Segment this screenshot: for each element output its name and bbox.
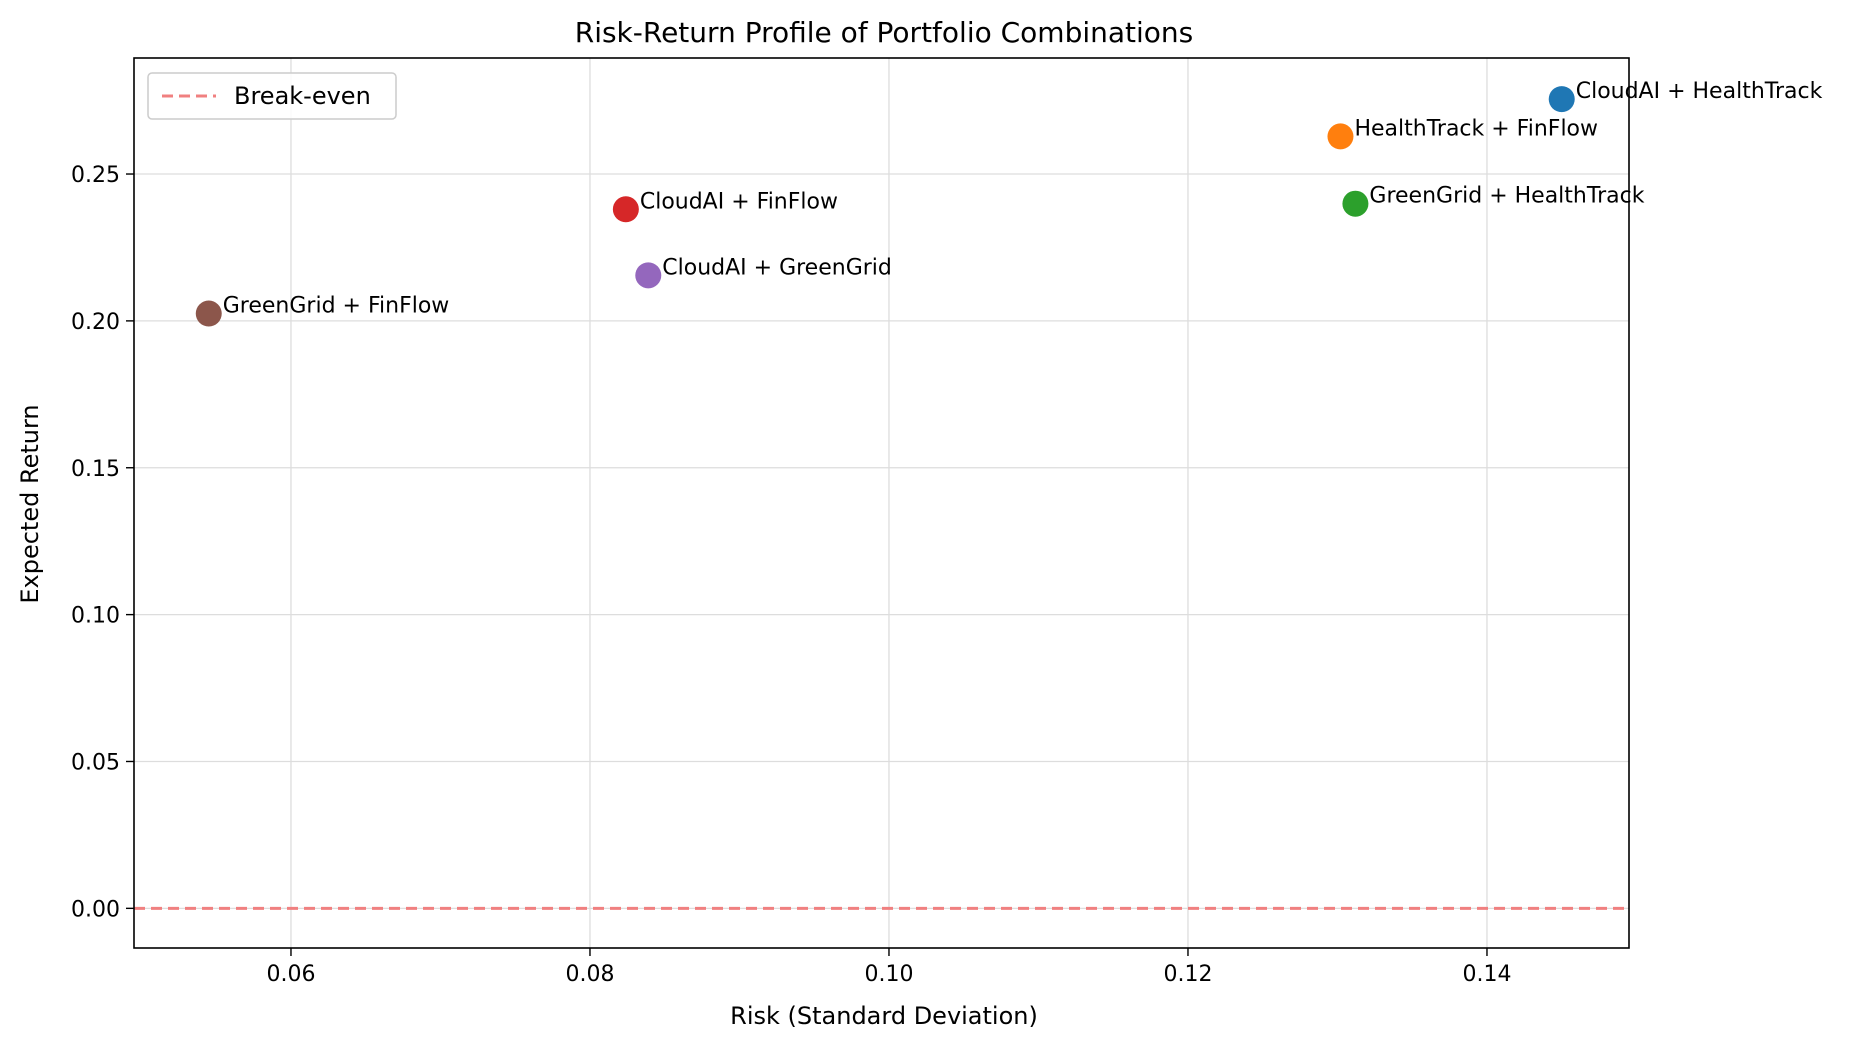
- point-label: HealthTrack + FinFlow: [1354, 116, 1598, 141]
- y-tick-label: 0.25: [71, 163, 120, 188]
- data-point: [1548, 86, 1575, 113]
- x-tick-label: 0.12: [1163, 962, 1212, 987]
- legend-break-even-label: Break-even: [234, 82, 371, 110]
- y-tick-label: 0.00: [71, 897, 120, 922]
- point-label: CloudAI + GreenGrid: [662, 255, 892, 280]
- y-axis-ticks: 0.00 0.05 0.10 0.15 0.20 0.25: [71, 163, 134, 922]
- data-point: [1342, 190, 1369, 217]
- x-tick-label: 0.14: [1462, 962, 1511, 987]
- y-tick-label: 0.05: [71, 750, 120, 775]
- chart-title: Risk-Return Profile of Portfolio Combina…: [575, 16, 1194, 49]
- x-axis-ticks: 0.06 0.08 0.10 0.12 0.14: [266, 948, 1511, 987]
- legend: Break-even: [147, 72, 397, 120]
- y-tick-label: 0.20: [71, 310, 120, 335]
- data-point: [612, 196, 639, 223]
- x-tick-label: 0.08: [565, 962, 614, 987]
- data-point: [635, 262, 662, 289]
- data-points: [195, 86, 1575, 327]
- point-label: GreenGrid + HealthTrack: [1369, 184, 1644, 209]
- point-label: CloudAI + HealthTrack: [1576, 79, 1823, 104]
- x-tick-label: 0.10: [864, 962, 913, 987]
- y-tick-label: 0.10: [71, 604, 120, 629]
- x-tick-label: 0.06: [266, 962, 315, 987]
- point-label: CloudAI + FinFlow: [640, 189, 838, 214]
- data-point: [195, 300, 222, 327]
- y-axis-title: Expected Return: [16, 404, 44, 603]
- legend-box: [147, 72, 397, 120]
- point-label: GreenGrid + FinFlow: [223, 294, 450, 319]
- grid: [134, 58, 1629, 948]
- point-labels: CloudAI + HealthTrack HealthTrack + FinFl…: [223, 79, 1823, 318]
- x-axis-title: Risk (Standard Deviation): [730, 1002, 1038, 1030]
- data-point: [1327, 123, 1354, 150]
- y-tick-label: 0.15: [71, 457, 120, 482]
- plot-area-frame: [133, 57, 1630, 949]
